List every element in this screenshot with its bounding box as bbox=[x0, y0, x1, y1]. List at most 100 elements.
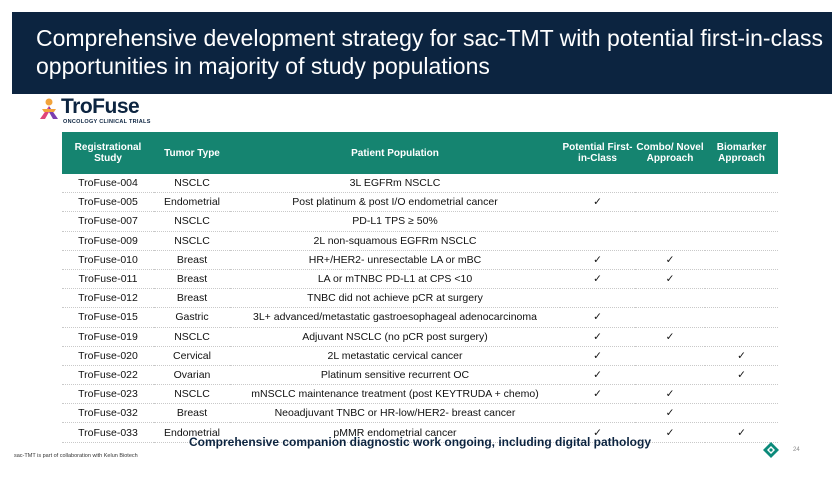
patient-population-cell: 3L EGFRm NSCLC bbox=[230, 174, 560, 194]
biomarker-cell: ✓ bbox=[705, 346, 778, 366]
patient-population-cell: Adjuvant NSCLC (no pCR post surgery) bbox=[230, 327, 560, 347]
table-row: TroFuse-033 Endometrial pMMR endometrial c… bbox=[62, 422, 778, 443]
first-in-class-cell: ✓ bbox=[560, 422, 635, 443]
title-banner: Comprehensive development strategy for s… bbox=[12, 12, 832, 94]
study-cell: TroFuse-005 bbox=[62, 192, 154, 213]
table-row: TroFuse-023 NSCLC mNSCLC maintenance treat… bbox=[62, 384, 778, 405]
biomarker-cell bbox=[705, 211, 778, 232]
page-number: 24 bbox=[793, 447, 800, 453]
trofuse-logo-icon bbox=[40, 98, 58, 119]
patient-population-cell: 2L metastatic cervical cancer bbox=[230, 346, 560, 366]
collaboration-note: sac-TMT is part of collaboration with Ke… bbox=[14, 453, 138, 459]
patient-population-cell: 3L+ advanced/metastatic gastroesophageal… bbox=[230, 307, 560, 328]
company-logo-icon bbox=[763, 442, 779, 458]
tumor-type-cell: Gastric bbox=[154, 307, 230, 328]
patient-population-cell: HR+/HER2- unresectable LA or mBC bbox=[230, 250, 560, 270]
combo-novel-cell bbox=[635, 288, 705, 309]
tumor-type-cell: NSCLC bbox=[154, 211, 230, 232]
study-cell: TroFuse-009 bbox=[62, 231, 154, 251]
first-in-class-cell: ✓ bbox=[560, 346, 635, 366]
combo-novel-cell bbox=[635, 192, 705, 213]
first-in-class-cell: ✓ bbox=[560, 192, 635, 213]
combo-novel-cell: ✓ bbox=[635, 327, 705, 347]
study-cell: TroFuse-004 bbox=[62, 174, 154, 194]
combo-novel-cell bbox=[635, 231, 705, 251]
first-in-class-cell bbox=[560, 231, 635, 251]
combo-novel-cell bbox=[635, 365, 705, 386]
biomarker-cell bbox=[705, 384, 778, 405]
table-row: TroFuse-020 Cervical 2L metastatic cervica… bbox=[62, 346, 778, 366]
table-row: TroFuse-010 Breast HR+/HER2- unresectable … bbox=[62, 250, 778, 270]
study-cell: TroFuse-033 bbox=[62, 422, 154, 443]
combo-novel-cell bbox=[635, 174, 705, 194]
col-header-biomarker: Biomarker Approach bbox=[705, 132, 778, 174]
col-header-patient-population: Patient Population bbox=[230, 132, 560, 174]
biomarker-cell bbox=[705, 192, 778, 213]
col-header-study: Registrational Study bbox=[62, 132, 154, 174]
combo-novel-cell: ✓ bbox=[635, 403, 705, 424]
study-table: Registrational Study Tumor Type Patient … bbox=[62, 132, 778, 443]
patient-population-cell: 2L non-squamous EGFRm NSCLC bbox=[230, 231, 560, 251]
col-header-combo-novel: Combo/ Novel Approach bbox=[635, 132, 705, 174]
combo-novel-cell bbox=[635, 211, 705, 232]
col-header-first-in-class: Potential First-in-Class bbox=[560, 132, 635, 174]
first-in-class-cell bbox=[560, 211, 635, 232]
col-header-tumor-type: Tumor Type bbox=[154, 132, 230, 174]
patient-population-cell: Post platinum & post I/O endometrial can… bbox=[230, 192, 560, 213]
slide-title: Comprehensive development strategy for s… bbox=[36, 25, 823, 79]
logo-wordmark: TroFuse bbox=[61, 95, 140, 118]
tumor-type-cell: NSCLC bbox=[154, 174, 230, 194]
first-in-class-cell: ✓ bbox=[560, 327, 635, 347]
biomarker-cell bbox=[705, 231, 778, 251]
table-row: TroFuse-032 Breast Neoadjuvant TNBC or HR-… bbox=[62, 403, 778, 424]
first-in-class-cell: ✓ bbox=[560, 365, 635, 386]
tumor-type-cell: Breast bbox=[154, 403, 230, 424]
patient-population-cell: pMMR endometrial cancer bbox=[230, 422, 560, 443]
table-row: TroFuse-009 NSCLC 2L non-squamous EGFRm NS… bbox=[62, 231, 778, 251]
first-in-class-cell: ✓ bbox=[560, 384, 635, 405]
table-row: TroFuse-012 Breast TNBC did not achieve pC… bbox=[62, 288, 778, 309]
table-row: TroFuse-007 NSCLC PD-L1 TPS ≥ 50% bbox=[62, 211, 778, 232]
tumor-type-cell: Endometrial bbox=[154, 422, 230, 443]
first-in-class-cell: ✓ bbox=[560, 269, 635, 290]
combo-novel-cell bbox=[635, 307, 705, 328]
study-cell: TroFuse-011 bbox=[62, 269, 154, 290]
combo-novel-cell: ✓ bbox=[635, 269, 705, 290]
study-cell: TroFuse-010 bbox=[62, 250, 154, 270]
tumor-type-cell: Breast bbox=[154, 250, 230, 270]
biomarker-cell: ✓ bbox=[705, 365, 778, 386]
biomarker-cell bbox=[705, 250, 778, 270]
tumor-type-cell: Cervical bbox=[154, 346, 230, 366]
study-cell: TroFuse-020 bbox=[62, 346, 154, 366]
patient-population-cell: PD-L1 TPS ≥ 50% bbox=[230, 211, 560, 232]
tumor-type-cell: Ovarian bbox=[154, 365, 230, 386]
study-cell: TroFuse-012 bbox=[62, 288, 154, 309]
biomarker-cell bbox=[705, 269, 778, 290]
combo-novel-cell bbox=[635, 346, 705, 366]
biomarker-cell bbox=[705, 403, 778, 424]
patient-population-cell: mNSCLC maintenance treatment (post KEYTR… bbox=[230, 384, 560, 405]
table-body: TroFuse-004 NSCLC 3L EGFRm NSCLC TroFuse-00… bbox=[62, 174, 778, 443]
study-cell: TroFuse-022 bbox=[62, 365, 154, 386]
tumor-type-cell: Endometrial bbox=[154, 192, 230, 213]
tumor-type-cell: NSCLC bbox=[154, 231, 230, 251]
first-in-class-cell: ✓ bbox=[560, 307, 635, 328]
first-in-class-cell bbox=[560, 288, 635, 309]
biomarker-cell bbox=[705, 288, 778, 309]
study-cell: TroFuse-019 bbox=[62, 327, 154, 347]
study-cell: TroFuse-032 bbox=[62, 403, 154, 424]
study-cell: TroFuse-007 bbox=[62, 211, 154, 232]
table-row: TroFuse-019 NSCLC Adjuvant NSCLC (no pCR p… bbox=[62, 327, 778, 347]
patient-population-cell: TNBC did not achieve pCR at surgery bbox=[230, 288, 560, 309]
study-cell: TroFuse-015 bbox=[62, 307, 154, 328]
companion-diagnostic-note: Comprehensive companion diagnostic work … bbox=[188, 435, 652, 449]
tumor-type-cell: Breast bbox=[154, 269, 230, 290]
logo-subtitle: ONCOLOGY CLINICAL TRIALS bbox=[63, 119, 151, 125]
first-in-class-cell bbox=[560, 174, 635, 194]
first-in-class-cell bbox=[560, 403, 635, 424]
biomarker-cell: ✓ bbox=[705, 422, 778, 443]
table-row: TroFuse-004 NSCLC 3L EGFRm NSCLC bbox=[62, 174, 778, 194]
combo-novel-cell: ✓ bbox=[635, 384, 705, 405]
biomarker-cell bbox=[705, 307, 778, 328]
tumor-type-cell: NSCLC bbox=[154, 384, 230, 405]
